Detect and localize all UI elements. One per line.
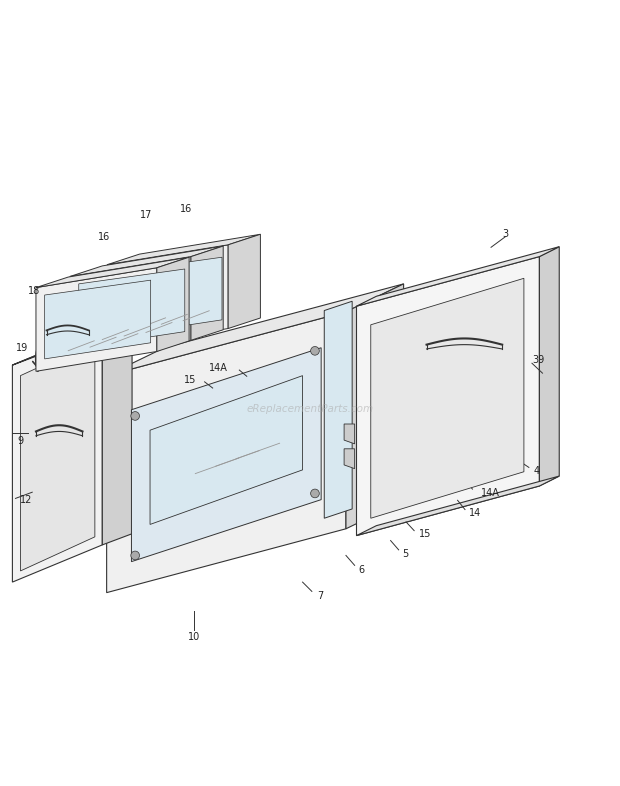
Polygon shape — [70, 246, 223, 277]
Polygon shape — [107, 312, 346, 593]
Polygon shape — [107, 234, 260, 265]
Text: 16: 16 — [180, 204, 192, 214]
Polygon shape — [12, 328, 102, 582]
Text: 39: 39 — [532, 355, 544, 365]
Text: 14A: 14A — [210, 363, 228, 373]
Polygon shape — [12, 317, 132, 365]
Text: 10: 10 — [188, 632, 200, 642]
Text: 4: 4 — [533, 466, 539, 476]
Text: 15: 15 — [419, 529, 432, 538]
Polygon shape — [116, 257, 222, 336]
Text: 12: 12 — [20, 495, 32, 505]
Circle shape — [311, 489, 319, 498]
Polygon shape — [36, 268, 157, 371]
Polygon shape — [371, 278, 524, 518]
Polygon shape — [150, 376, 303, 524]
Text: 3: 3 — [502, 229, 508, 239]
Text: eReplacementParts.com: eReplacementParts.com — [246, 403, 374, 413]
Text: 14A: 14A — [481, 488, 500, 498]
Polygon shape — [539, 247, 559, 486]
Text: 18: 18 — [28, 285, 40, 296]
Polygon shape — [45, 280, 151, 359]
Polygon shape — [344, 449, 355, 468]
Circle shape — [131, 412, 140, 421]
Polygon shape — [356, 476, 559, 535]
Polygon shape — [79, 269, 185, 347]
Text: 15: 15 — [184, 375, 196, 385]
Polygon shape — [107, 244, 228, 348]
Polygon shape — [346, 284, 404, 529]
Circle shape — [131, 551, 140, 560]
Text: 5: 5 — [402, 549, 409, 559]
Polygon shape — [337, 475, 348, 500]
Polygon shape — [102, 317, 132, 545]
Polygon shape — [337, 450, 348, 475]
Text: 19: 19 — [16, 343, 29, 353]
Polygon shape — [131, 347, 321, 562]
Polygon shape — [228, 234, 260, 329]
Text: 7: 7 — [317, 591, 324, 601]
Circle shape — [311, 347, 319, 355]
Polygon shape — [157, 257, 189, 351]
Text: 6: 6 — [358, 564, 365, 575]
Text: 17: 17 — [140, 210, 153, 220]
Polygon shape — [356, 256, 539, 535]
Polygon shape — [20, 342, 95, 571]
Text: 9: 9 — [17, 435, 24, 446]
Polygon shape — [344, 424, 355, 444]
Polygon shape — [36, 257, 189, 288]
Polygon shape — [191, 246, 223, 340]
Polygon shape — [324, 301, 352, 518]
Polygon shape — [356, 247, 559, 307]
Text: 16: 16 — [98, 232, 110, 242]
Polygon shape — [70, 256, 191, 360]
Text: 14: 14 — [469, 509, 482, 518]
Polygon shape — [107, 284, 404, 376]
